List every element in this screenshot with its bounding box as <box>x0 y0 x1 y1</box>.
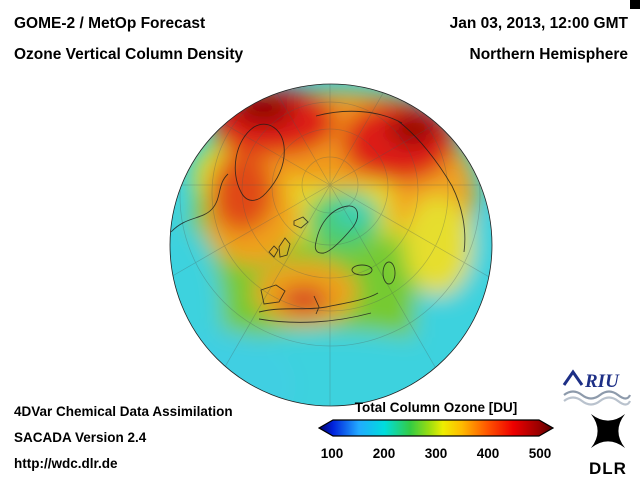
corner-mark <box>630 0 640 9</box>
colorbar <box>317 419 555 437</box>
colorbar-tick: 400 <box>476 446 500 461</box>
region-label: Northern Hemisphere <box>469 46 628 63</box>
colorbar-tick: 100 <box>320 446 344 461</box>
header-left: GOME-2 / MetOp Forecast Ozone Vertical C… <box>14 8 243 70</box>
dlr-star-icon <box>590 413 626 449</box>
footer-credits: 4DVar Chemical Data Assimilation SACADA … <box>14 399 233 477</box>
colorbar-tick: 500 <box>528 446 552 461</box>
dlr-logo: DLR <box>580 406 636 479</box>
assimilation-label: 4DVar Chemical Data Assimilation <box>14 404 233 419</box>
globe-map <box>169 83 493 407</box>
page-title: GOME-2 / MetOp Forecast <box>14 15 206 32</box>
version-label: SACADA Version 2.4 <box>14 430 147 445</box>
riu-logo-text: RIU <box>584 371 620 392</box>
ozone-field <box>170 84 492 406</box>
colorbar-gradient-arrow <box>317 419 555 437</box>
graticule <box>170 84 492 406</box>
colorbar-tick: 200 <box>372 446 396 461</box>
colorbar-title: Total Column Ozone [DU] <box>354 400 518 415</box>
website-url: http://wdc.dlr.de <box>14 456 118 471</box>
riu-wave-icon <box>563 390 632 400</box>
page-subtitle: Ozone Vertical Column Density <box>14 46 244 63</box>
colorbar-block: Total Column Ozone [DU] <box>317 400 555 462</box>
riu-logo: RIU <box>562 369 632 406</box>
riu-peak-icon <box>562 369 584 386</box>
datetime-label: Jan 03, 2013, 12:00 GMT <box>449 15 628 32</box>
colorbar-tick: 300 <box>424 446 448 461</box>
header-right: Jan 03, 2013, 12:00 GMT Northern Hemisph… <box>450 8 628 70</box>
globe-outline <box>169 83 493 407</box>
coastlines <box>170 110 466 323</box>
riu-wave2-icon <box>563 396 632 406</box>
colorbar-ticks: 100 200 300 400 500 <box>318 446 554 462</box>
dlr-logo-text: DLR <box>589 459 627 478</box>
